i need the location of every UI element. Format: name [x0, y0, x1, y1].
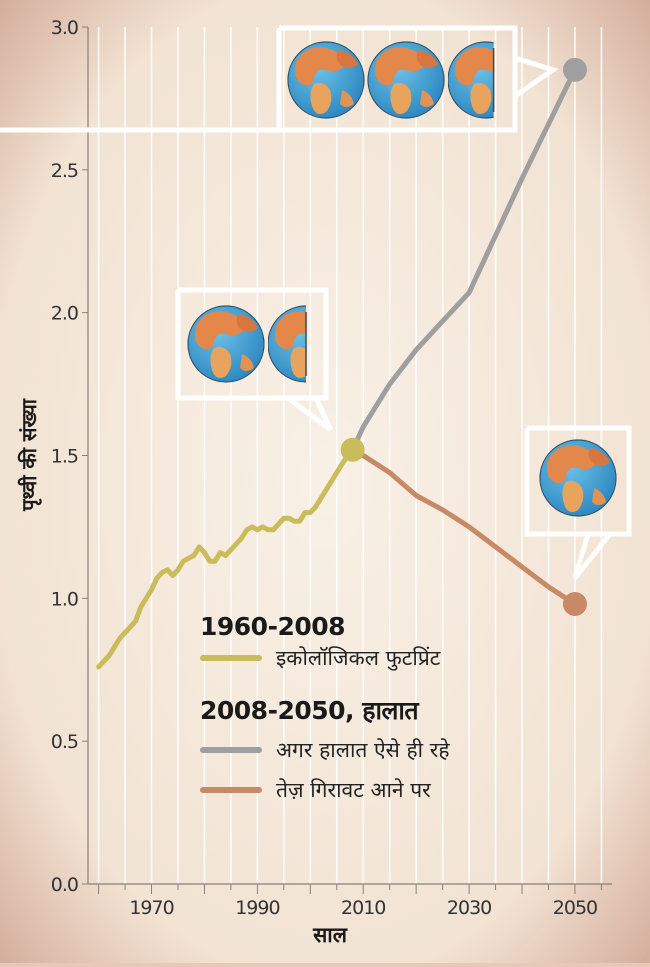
y-tick-label: 1.0 [51, 588, 78, 610]
x-tick-label: 2050 [553, 897, 597, 919]
earth-callout [0, 25, 559, 133]
legend: 1960-2008 इकोलॉजिकल फुटप्रिंट 2008-2050,… [200, 612, 620, 807]
earth-callout [524, 425, 632, 580]
x-tick-label: 2030 [447, 897, 491, 919]
x-tick-label: 1970 [129, 897, 173, 919]
x-tick-label: 2010 [341, 897, 385, 919]
axes: 0.0 0.5 1.0 1.5 2.0 2.5 3.0 1970 1990 2010 2030 205… [51, 17, 612, 919]
x-axis-label: साल [312, 923, 348, 947]
y-axis-label: पृथ्वी की संख्या [17, 398, 42, 512]
legend-label-rapid-reduction: तेज़ गिरावट आने पर [276, 778, 431, 802]
x-tick-label: 1990 [235, 897, 279, 919]
series-end-marker-1 [562, 57, 587, 82]
y-tick-label: 2.0 [51, 303, 78, 325]
y-tick-label: 1.5 [51, 446, 78, 468]
series-end-marker-2 [562, 592, 587, 617]
earth-callout [175, 287, 333, 432]
earth-icon [367, 41, 445, 119]
series-end-marker-0 [340, 437, 365, 462]
earth-icon [539, 439, 617, 517]
earth-icon [268, 305, 307, 383]
legend-label-business-as-usual: अगर हालात ऐसे ही रहे [276, 738, 450, 762]
legend-item-business-as-usual: अगर हालात ऐसे ही रहे [200, 733, 620, 767]
legend-item-footprint: इकोलॉजिकल फुटप्रिंट [200, 641, 620, 675]
series-line-0 [96, 447, 356, 670]
y-tick-label: 0.5 [51, 731, 78, 753]
legend-heading-projection: 2008-2050, हालात [200, 696, 419, 725]
legend-item-rapid-reduction: तेज़ गिरावट आने पर [200, 773, 620, 807]
y-tick-label: 3.0 [51, 17, 78, 39]
legend-swatch-business-as-usual [200, 747, 262, 753]
earth-callouts [0, 25, 632, 580]
legend-swatch-footprint [200, 655, 262, 661]
series-line-1 [350, 67, 578, 453]
y-tick-label: 0.0 [51, 874, 78, 896]
earth-icon [187, 305, 265, 383]
legend-swatch-rapid-reduction [200, 787, 262, 793]
earth-icon [448, 41, 495, 119]
y-tick-label: 2.5 [51, 160, 78, 182]
series-line-2 [350, 447, 578, 607]
earth-icon [287, 41, 365, 119]
legend-label-footprint: इकोलॉजिकल फुटप्रिंट [276, 646, 441, 670]
legend-heading-historic: 1960-2008 [200, 612, 346, 641]
series-lines [96, 57, 587, 670]
